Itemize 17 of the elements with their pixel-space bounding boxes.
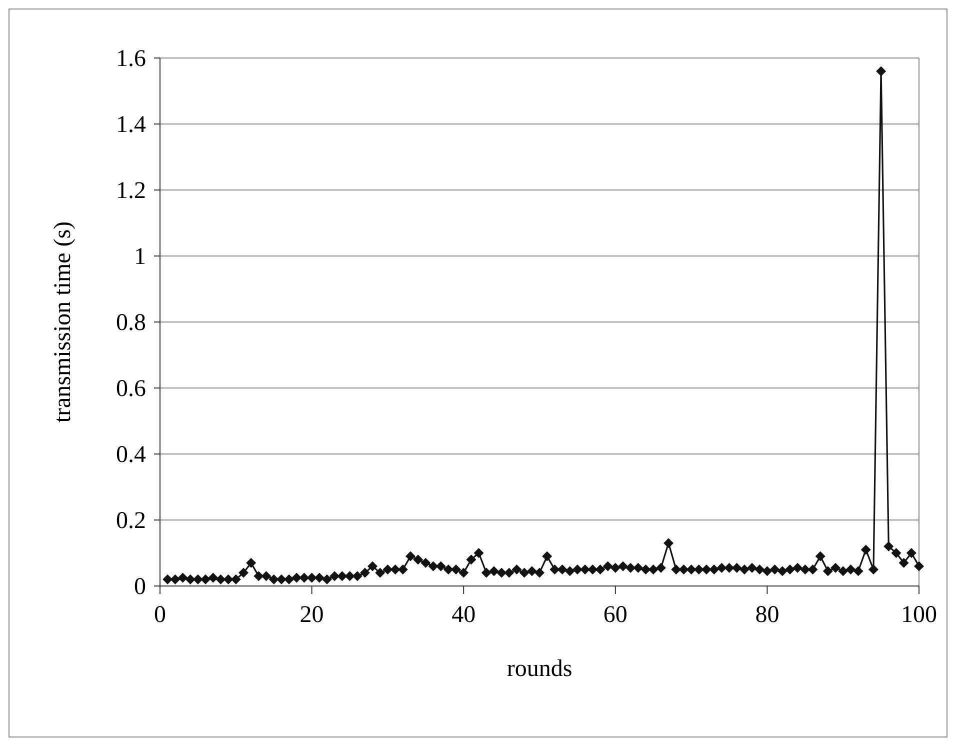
x-tick-label: 0: [154, 602, 166, 628]
x-tick-label: 100: [901, 602, 937, 628]
y-tick-label: 1.2: [116, 178, 146, 204]
y-tick-label: 1.4: [116, 112, 146, 138]
x-tick-label: 20: [300, 602, 324, 628]
y-tick-label: 0: [134, 574, 146, 600]
x-axis-title: rounds: [506, 656, 572, 682]
y-axis-title: transmission time (s): [50, 221, 76, 423]
y-tick-label: 0.2: [116, 508, 146, 534]
y-tick-label: 1: [134, 244, 146, 270]
y-tick-label: 0.8: [116, 310, 146, 336]
x-tick-label: 80: [755, 602, 780, 628]
y-tick-label: 1.6: [116, 46, 146, 72]
x-tick-label: 40: [452, 602, 476, 628]
y-tick-label: 0.6: [116, 376, 146, 402]
x-tick-label: 60: [603, 602, 628, 628]
y-tick-label: 0.4: [116, 442, 146, 468]
